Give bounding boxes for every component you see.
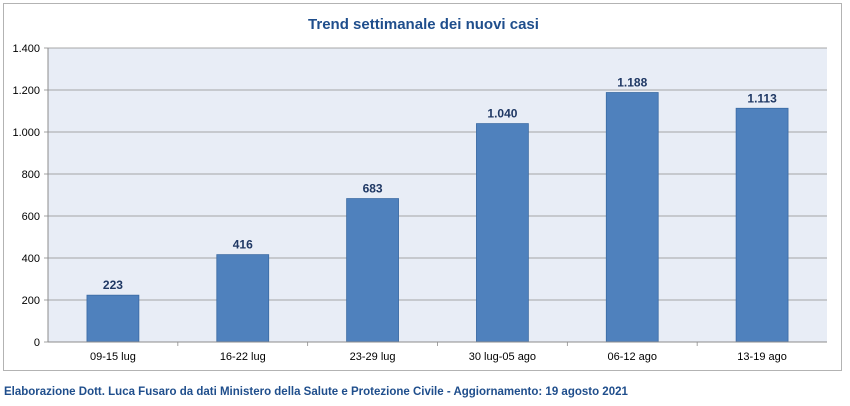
axis-layer: 0 200 400 600 800 1.000 1.200 1.400 09-15 lug 16-… <box>12 43 827 363</box>
y-tick-label: 1.000 <box>12 127 40 139</box>
bar <box>216 254 270 343</box>
y-tick-label: 1.200 <box>12 85 40 97</box>
x-tick-label: 16-22 lug <box>220 351 266 363</box>
bar-value-label: 1.040 <box>487 107 517 121</box>
x-tick-label: 13-19 ago <box>737 351 787 363</box>
y-tick-label: 800 <box>22 169 40 181</box>
bar <box>735 107 789 343</box>
x-tick-label: 30 lug-05 ago <box>469 351 536 363</box>
y-tick-label: 200 <box>22 295 40 307</box>
y-tick-label: 1.400 <box>12 43 40 55</box>
y-tick-label: 600 <box>22 211 40 223</box>
bar-value-label: 1.188 <box>617 76 647 90</box>
grid-layer <box>48 47 827 343</box>
bar-value-label: 223 <box>103 278 123 292</box>
bar-layer <box>86 92 789 343</box>
bar <box>605 92 659 343</box>
chart-title: Trend settimanale dei nuovi casi <box>308 16 539 33</box>
bar <box>346 198 399 343</box>
plot-area <box>48 48 827 342</box>
bar-value-label: 683 <box>363 182 383 196</box>
bar <box>476 123 529 343</box>
y-tick-label: 0 <box>34 337 40 349</box>
x-tick-label: 23-29 lug <box>350 351 396 363</box>
label-layer: 223 416 683 1.040 1.188 1.113 <box>103 76 777 293</box>
bar-value-label: 416 <box>233 238 253 252</box>
x-tick-label: 06-12 ago <box>607 351 657 363</box>
x-tick-label: 09-15 lug <box>90 351 136 363</box>
bar-value-label: 1.113 <box>747 91 777 105</box>
bar <box>86 294 140 343</box>
y-tick-label: 400 <box>22 253 40 265</box>
footer-note: Elaborazione Dott. Luca Fusaro da dati M… <box>4 386 628 398</box>
